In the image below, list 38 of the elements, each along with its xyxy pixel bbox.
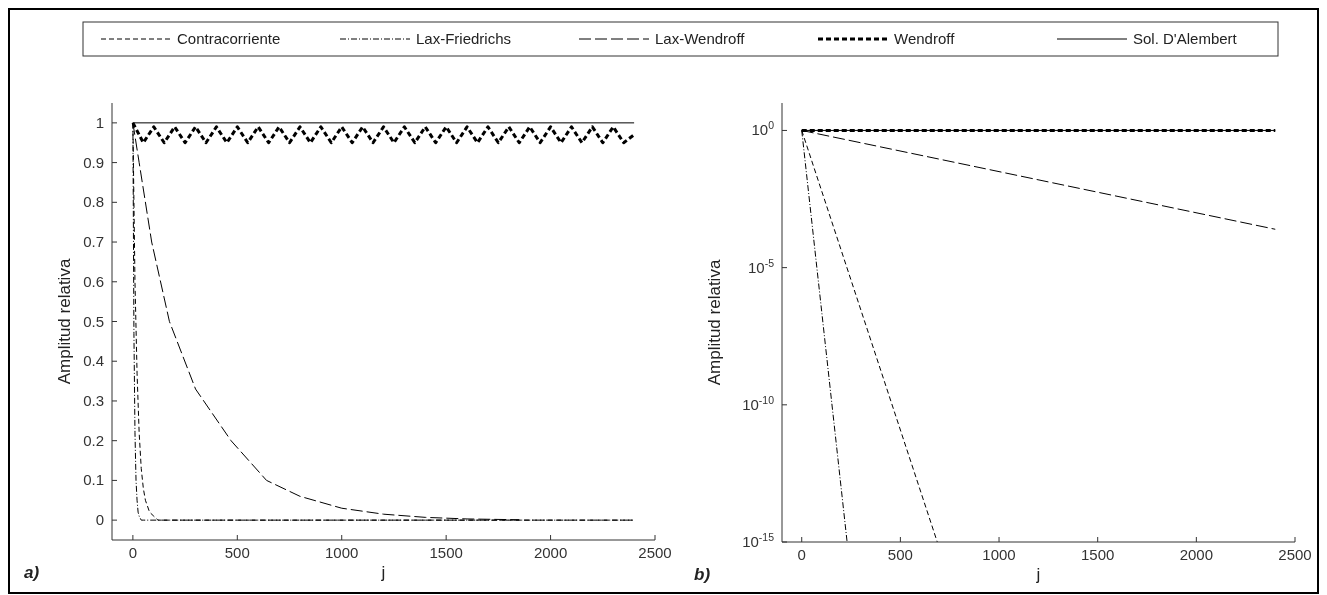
y-axis-title: Amplitud relativa xyxy=(705,259,724,386)
x-tick-label: 2500 xyxy=(638,544,672,561)
x-axis-title: j xyxy=(1035,565,1041,584)
y-tick-label: 10$^{-10}$ xyxy=(742,393,775,413)
x-tick-label: 2000 xyxy=(1179,546,1214,563)
x-tick-label: 2500 xyxy=(1278,546,1312,563)
x-tick-label: 0 xyxy=(797,546,806,563)
y-tick-label: 0.9 xyxy=(83,153,104,171)
y-tick-label: 0.4 xyxy=(83,352,104,370)
x-axis-title: j xyxy=(380,563,386,582)
x-tick-label: 500 xyxy=(887,546,913,563)
text: b) xyxy=(694,565,711,584)
legend-label: Sol. D'Alembert xyxy=(1133,30,1238,47)
y-tick-label: 10$^{-5}$ xyxy=(747,256,775,276)
y-tick-label: 0.6 xyxy=(83,272,104,290)
legend-label: Wendroff xyxy=(894,30,956,47)
y-tick-label: 10$^{0}$ xyxy=(751,119,775,139)
y-tick-label: 0.8 xyxy=(83,193,104,211)
legend-label: Lax-Friedrichs xyxy=(416,30,512,47)
x-tick-label: 2000 xyxy=(533,544,568,561)
y-tick-label: 0.5 xyxy=(83,312,104,330)
legend-label: Contracorriente xyxy=(177,30,281,47)
legend-label: Lax-Wendroff xyxy=(655,30,746,47)
y-tick-label: 0.3 xyxy=(83,391,104,409)
y-tick-label: 0.7 xyxy=(83,233,104,251)
x-tick-label: 1000 xyxy=(325,544,359,561)
x-tick-label: 1500 xyxy=(429,544,463,561)
y-tick-label: 0 xyxy=(95,511,104,529)
x-tick-label: 0 xyxy=(128,544,138,561)
y-tick-label: 0.2 xyxy=(83,431,104,449)
x-tick-label: 1500 xyxy=(1081,546,1115,563)
y-axis-title: Amplitud relativa xyxy=(55,258,74,385)
x-tick-label: 500 xyxy=(224,544,250,561)
y-tick-label: 10$^{-15}$ xyxy=(742,531,775,550)
x-tick-label: 1000 xyxy=(982,546,1016,563)
y-tick-label: 0.1 xyxy=(83,471,104,489)
y-tick-label: 1 xyxy=(95,113,104,131)
text: a) xyxy=(24,563,40,582)
